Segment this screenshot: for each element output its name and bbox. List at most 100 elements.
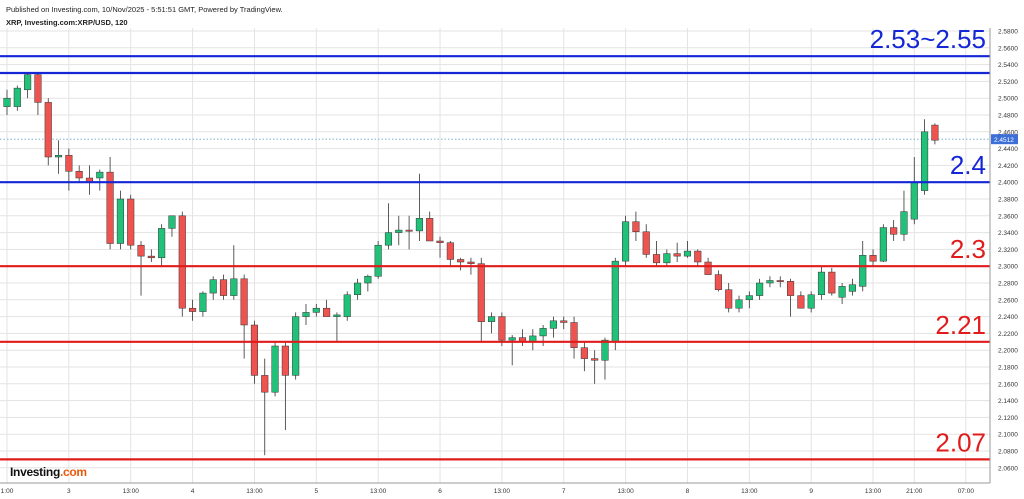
y-tick-label: 2.5400 [998, 62, 1018, 69]
candle-body [817, 271, 826, 296]
y-tick-label: 2.1600 [998, 381, 1018, 388]
y-tick-label: 2.4400 [998, 146, 1018, 153]
candle-body [673, 253, 681, 257]
x-tick-label: 5 [314, 488, 318, 495]
candle-body [931, 124, 939, 141]
candle-body [488, 316, 496, 322]
candle-body [725, 289, 733, 309]
candle-body [642, 231, 650, 255]
candle-body [353, 282, 362, 296]
candle-body [405, 229, 413, 232]
candle-body [652, 254, 661, 264]
candle-body [549, 320, 557, 329]
level-label: 2.07 [935, 427, 986, 457]
y-tick-label: 2.5600 [998, 45, 1018, 52]
candle-body [199, 292, 207, 312]
candle-body [859, 255, 867, 287]
y-tick-label: 2.3200 [998, 247, 1018, 254]
x-tick-label: 13:00 [865, 488, 882, 495]
candle-body [55, 155, 63, 158]
candle-body [343, 294, 351, 317]
investing-logo: Investing.com [10, 465, 87, 479]
candle-body [65, 155, 73, 172]
candle-body [261, 375, 269, 393]
candles-layer [3, 73, 939, 456]
x-tick-label: 4 [191, 488, 195, 495]
y-tick-label: 2.4800 [998, 113, 1018, 120]
candle-body [704, 261, 712, 275]
y-tick-label: 2.2000 [998, 348, 1018, 355]
candle-body [807, 294, 815, 309]
candle-body [910, 181, 918, 220]
candle-body [890, 227, 898, 235]
candle-body [168, 215, 176, 229]
candle-body [539, 328, 547, 337]
grid-layer [0, 28, 990, 483]
y-tick-label: 2.1200 [998, 415, 1018, 422]
candle-body [663, 253, 671, 264]
candle-body [384, 232, 393, 246]
candle-body [601, 339, 609, 361]
candle-body [281, 345, 289, 376]
y-tick-label: 2.1000 [998, 432, 1018, 439]
candle-body [302, 312, 310, 317]
x-tick-label: 9 [809, 488, 813, 495]
candle-body [75, 171, 83, 179]
candle-body [436, 240, 444, 243]
x-tick-label: 13:00 [370, 488, 387, 495]
candle-body [292, 316, 300, 376]
candle-body [508, 337, 516, 341]
level-label: 2.53~2.55 [870, 24, 986, 54]
y-tick-label: 2.2800 [998, 281, 1018, 288]
x-tick-label: 13:00 [494, 488, 511, 495]
y-tick-label: 2.3400 [998, 230, 1018, 237]
candle-body [137, 244, 145, 257]
y-tick-label: 2.3000 [998, 264, 1018, 271]
candle-body [219, 279, 228, 296]
symbol-title: XRP, Investing.com:XRP/USD, 120 [6, 18, 128, 27]
candle-body [446, 242, 454, 260]
last-price-tag-bg [991, 134, 1018, 145]
x-tick-label: 13:00 [246, 488, 263, 495]
candle-body [694, 250, 702, 263]
candle-body [580, 347, 588, 359]
candle-body [106, 171, 114, 244]
candle-body [178, 215, 186, 309]
candle-body [230, 278, 238, 296]
x-tick-label: 13:00 [741, 488, 758, 495]
candle-body [797, 295, 805, 309]
candle-body [498, 316, 506, 341]
level-label: 2.21 [935, 310, 986, 340]
candle-body [96, 171, 104, 179]
candle-body [766, 280, 774, 284]
candle-body [323, 307, 331, 317]
candle-body [250, 324, 258, 376]
y-tick-label: 2.0600 [998, 465, 1018, 472]
candle-body [745, 295, 753, 301]
candle-body [714, 274, 722, 290]
x-tick-label: 1:00 [1, 488, 14, 495]
y-tick-label: 2.5200 [998, 79, 1018, 86]
x-tick-label: 8 [686, 488, 690, 495]
x-tick-label: 7 [562, 488, 566, 495]
candle-body [611, 260, 619, 343]
candle-body [189, 307, 197, 312]
candle-body [240, 278, 248, 326]
candle-body [869, 255, 877, 262]
candle-body [271, 345, 279, 393]
y-tick-label: 2.5000 [998, 96, 1018, 103]
y-tick-label: 2.2400 [998, 314, 1018, 321]
candle-body [921, 131, 929, 191]
x-tick-label: 13:00 [123, 488, 140, 495]
level-label: 2.4 [950, 150, 986, 180]
candle-body [838, 286, 846, 298]
candle-body [426, 218, 434, 242]
x-tick-label: 21:00 [906, 488, 923, 495]
published-note: Published on Investing.com, 10/Nov/2025 … [6, 5, 283, 14]
candle-body [44, 102, 52, 158]
candle-body [374, 244, 382, 277]
y-tick-label: 2.4600 [998, 129, 1018, 136]
candle-body [570, 322, 578, 348]
candle-body [683, 250, 692, 257]
